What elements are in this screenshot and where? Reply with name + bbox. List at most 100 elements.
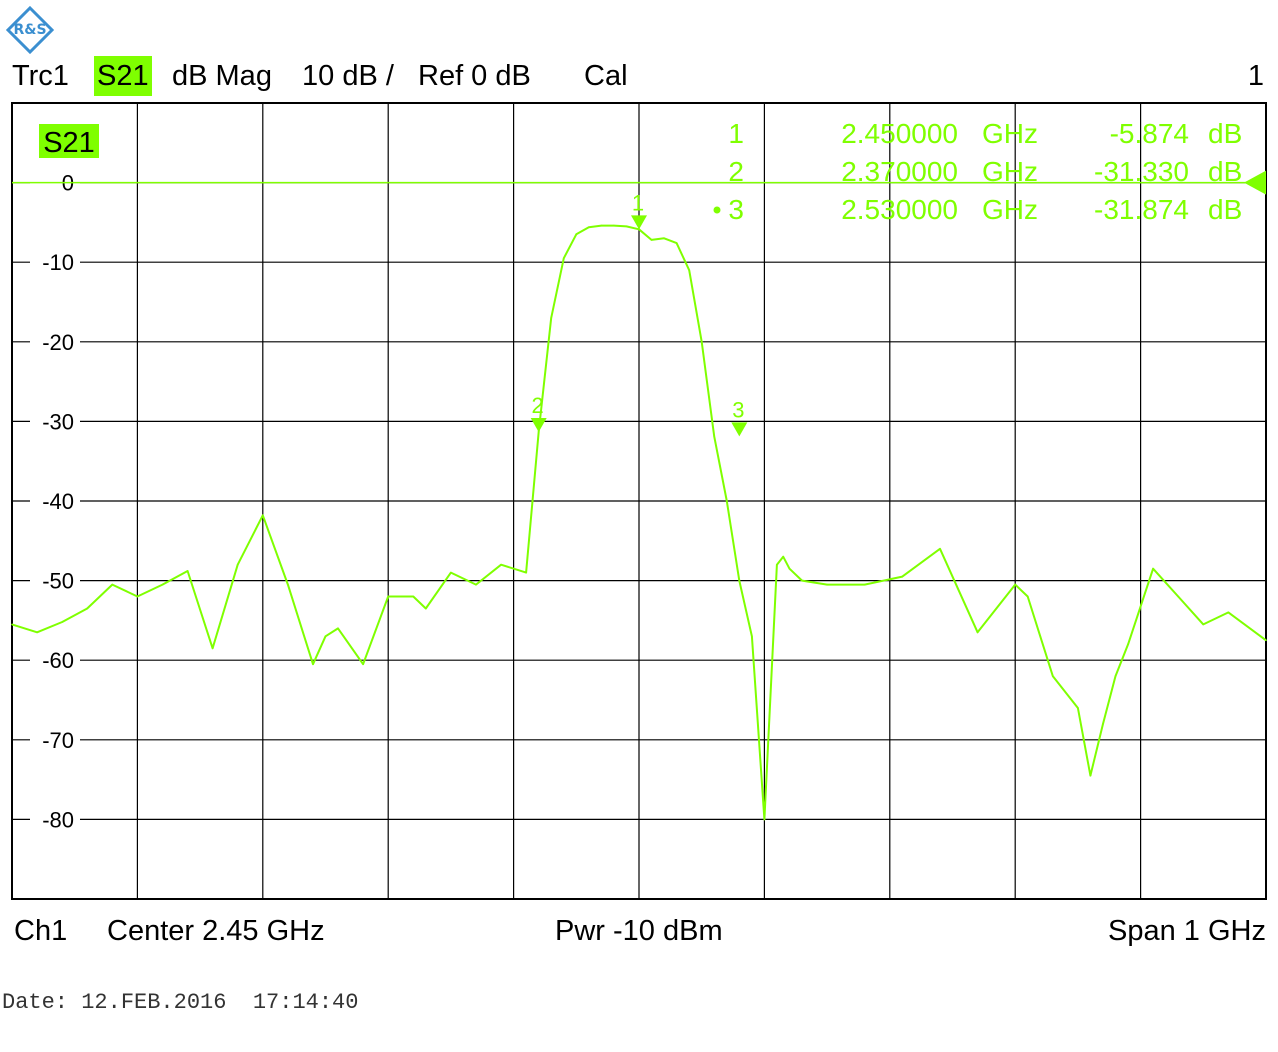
trace-point xyxy=(1177,595,1180,598)
marker-id: 2 xyxy=(728,156,744,187)
trace-point xyxy=(700,341,703,343)
trace-point xyxy=(387,595,390,598)
trace-point xyxy=(675,242,678,244)
trace-point xyxy=(475,583,477,586)
marker-frequency-unit: GHz xyxy=(982,194,1038,225)
trace-point xyxy=(725,500,728,502)
marker-id: 1 xyxy=(728,118,744,149)
trace-label-bg xyxy=(39,124,99,158)
s21-trace xyxy=(11,224,1267,821)
marker-value-unit: dB xyxy=(1208,194,1242,225)
cal-status-label: Cal xyxy=(584,60,628,92)
trace-point xyxy=(500,563,502,566)
marker-1-label: 1 xyxy=(632,190,644,215)
trace-point xyxy=(826,583,828,586)
trace-point xyxy=(1152,567,1154,570)
trace-point xyxy=(1089,774,1092,777)
trace-point xyxy=(600,224,603,227)
tick-label-bg xyxy=(30,726,80,753)
svg-text:R&S: R&S xyxy=(13,22,46,38)
y-tick-label: -10 xyxy=(42,250,74,275)
marker-value: -5.874 xyxy=(1110,118,1189,149)
trace-point xyxy=(588,226,590,228)
trace-point xyxy=(782,555,785,558)
trace-point xyxy=(312,663,314,665)
trace-point xyxy=(763,818,766,821)
date-stamp: Date: 12.FEB.2016 17:14:40 xyxy=(2,990,359,1015)
trace-point xyxy=(650,239,653,241)
power-label[interactable]: Pwr -10 dBm xyxy=(555,915,723,947)
y-tick-label: -80 xyxy=(42,807,74,832)
trace-label: S21 xyxy=(43,127,95,159)
tick-label-bg xyxy=(30,328,80,355)
trace-point xyxy=(939,547,941,550)
trace-point xyxy=(550,317,553,319)
trace-point xyxy=(788,567,791,570)
y-tick-label: -30 xyxy=(42,409,74,434)
s-parameter-label[interactable]: S21 xyxy=(94,56,152,96)
trace-point xyxy=(575,233,578,236)
trace-point xyxy=(663,237,665,240)
trace-point xyxy=(262,514,264,517)
trace-point xyxy=(1026,595,1029,598)
trace-point xyxy=(136,595,139,598)
trace-point xyxy=(412,595,415,598)
tick-label-bg xyxy=(30,567,80,594)
tick-label-bg xyxy=(30,249,80,276)
trace-point xyxy=(801,579,803,582)
trace-point xyxy=(738,579,741,582)
marker-1-icon xyxy=(631,215,647,230)
tick-label-bg xyxy=(30,408,80,435)
trace-point xyxy=(211,647,214,650)
trace-point xyxy=(625,225,628,228)
trace-point xyxy=(450,571,452,574)
scale-label[interactable]: 10 dB / xyxy=(302,60,394,92)
marker-frequency: 2.370000 xyxy=(841,156,958,187)
trace-point xyxy=(425,607,427,610)
active-marker-dot xyxy=(713,206,721,214)
ref-level-arrow-icon xyxy=(1244,170,1266,195)
trace-point xyxy=(111,583,114,586)
marker-id: 3 xyxy=(728,194,744,225)
trace-point xyxy=(1052,675,1054,677)
trace-point xyxy=(1202,623,1205,626)
marker-frequency-unit: GHz xyxy=(982,118,1038,149)
y-tick-label: -60 xyxy=(42,648,74,673)
trace-point xyxy=(36,631,38,634)
span-label[interactable]: Span 1 GHz xyxy=(1108,915,1266,947)
trace-point xyxy=(901,575,904,578)
trace-point xyxy=(236,563,239,566)
channel-label: Ch1 xyxy=(14,915,68,947)
marker-value: -31.330 xyxy=(1094,156,1189,187)
tick-label-bg xyxy=(30,488,80,514)
trace-point xyxy=(1265,639,1267,642)
trace-point xyxy=(1077,707,1079,709)
trace-point xyxy=(11,623,13,626)
rohde-schwarz-logo-icon: R&S xyxy=(6,6,54,54)
trace-point xyxy=(337,627,339,630)
trace-number-label: 1 xyxy=(1247,60,1264,92)
trace-point xyxy=(776,563,778,566)
trace-id-label: Trc1 xyxy=(12,60,69,92)
marker-value: -31.874 xyxy=(1094,194,1189,225)
trace-point xyxy=(863,583,866,586)
format-label[interactable]: dB Mag xyxy=(172,60,272,92)
trace-point xyxy=(1227,611,1230,614)
trace-point xyxy=(161,583,164,586)
marker-frequency: 2.450000 xyxy=(841,118,958,149)
trace-point xyxy=(86,607,89,610)
y-tick-label: -70 xyxy=(42,728,74,753)
center-frequency-label[interactable]: Center 2.45 GHz xyxy=(107,915,325,947)
ref-level-label[interactable]: Ref 0 dB xyxy=(418,60,531,92)
marker-frequency: 2.530000 xyxy=(841,194,958,225)
y-tick-label: -40 xyxy=(42,489,74,514)
marker-3-label: 3 xyxy=(732,397,744,422)
y-tick-label: -20 xyxy=(42,330,74,355)
trace-point xyxy=(525,571,527,574)
trace-point xyxy=(976,631,979,634)
trace-point xyxy=(1127,643,1129,646)
marker-value-unit: dB xyxy=(1208,156,1242,187)
trace-point xyxy=(186,570,189,572)
marker-2-icon xyxy=(530,417,547,432)
